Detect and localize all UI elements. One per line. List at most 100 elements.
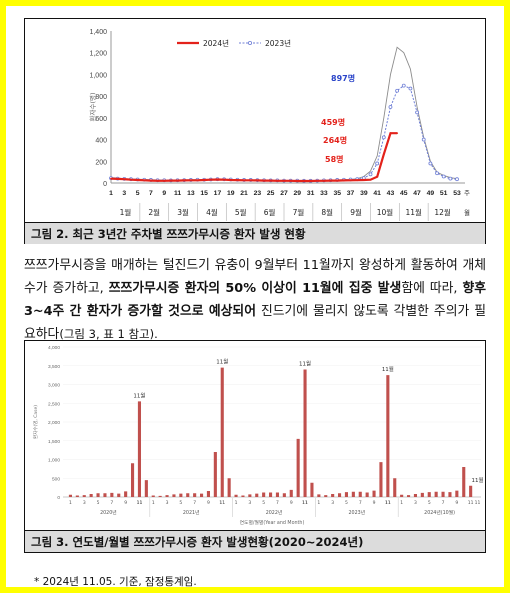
data-point [323, 179, 325, 182]
bar [310, 482, 314, 497]
year-label: 2021년 [183, 509, 200, 516]
x-tick-label: 41 [373, 190, 381, 197]
data-point [381, 135, 386, 140]
x-tick-label: 5 [345, 500, 348, 506]
bar [158, 495, 162, 497]
x-tick-label: 11 [385, 500, 391, 506]
x-tick-label: 3 [414, 500, 417, 506]
x-tick-label: 9 [124, 500, 127, 506]
x-tick-label: 33 [320, 190, 328, 197]
paragraph-text: 쯔쯔가무시증을 매개하는 털진드기 유충이 9월부터 11월까지 왕성하게 활동… [24, 258, 486, 296]
bar [124, 491, 128, 497]
bar [213, 452, 217, 497]
data-point [408, 86, 413, 91]
x-tick-label: 31 [307, 190, 315, 197]
x-tick-label: 5 [136, 190, 140, 197]
data-point [389, 132, 392, 135]
bar [296, 438, 300, 497]
annotation-label: 459명 [321, 117, 345, 127]
data-point [455, 177, 459, 182]
annotation-label: 264명 [323, 135, 347, 145]
paragraph-reference: (그림 3, 표 1 참고). [59, 327, 158, 341]
bar [406, 495, 411, 497]
data-point [196, 179, 199, 182]
x-tick-label: 9 [455, 500, 458, 506]
body-paragraph: 쯔쯔가무시증을 매개하는 털진드기 유충이 9월부터 11월까지 왕성하게 활동… [24, 254, 486, 346]
data-point [375, 161, 380, 166]
x-axis-unit-label: 월 [464, 208, 470, 217]
monthly-bar-chart: 0 500 1,000 1,500 2,000 2,500 3,000 3,500 4,000 환… [32, 345, 484, 526]
data-point [362, 179, 365, 181]
data-point [329, 179, 332, 182]
y-tick-label: 2,500 [48, 401, 60, 407]
x-tick-label: 49 [427, 190, 435, 197]
y-tick-label: 3,000 [48, 383, 60, 389]
x-tick-label: 3 [331, 500, 334, 506]
bar [462, 467, 466, 497]
x-tick-label: 11 [219, 500, 225, 506]
figure-weekly-chart: 0 200 400 600 800 1,000 1,200 1,400 환자수(명) 1 3 5 7 9 1… [24, 18, 486, 244]
bar [110, 492, 114, 497]
x-tick-label: 5 [179, 500, 182, 506]
x-tick-label: 7 [110, 500, 113, 506]
data-point [388, 105, 393, 109]
x-tick-label: 45 [400, 190, 408, 197]
data-point [441, 174, 446, 179]
bar [117, 493, 121, 497]
data-point [116, 177, 119, 180]
bar [179, 493, 183, 497]
bar [351, 491, 355, 497]
x-tick-label: 23 [254, 190, 262, 197]
month-label: 8월 [321, 207, 333, 217]
bar [324, 495, 328, 497]
paragraph-text: 진드기에 물리지 않도록 각별한 주의가 필요하다 [24, 304, 486, 342]
data-point [376, 175, 379, 178]
data-point [169, 179, 172, 182]
bar [400, 494, 404, 497]
series-line-2023년 [110, 85, 458, 182]
peak-label: 11월 [382, 365, 394, 373]
bar [172, 494, 176, 497]
x-tick-label: 7 [359, 500, 362, 506]
x-tick-label: 3 [83, 500, 86, 506]
bar [130, 463, 135, 497]
x-axis-label: 연도별/월별(Year and Month) [240, 519, 305, 526]
data-point [296, 180, 299, 182]
data-point [216, 178, 219, 181]
y-tick-label: 400 [95, 138, 107, 145]
bar [89, 494, 93, 497]
month-label: 11월 [406, 207, 423, 217]
data-point [243, 179, 245, 182]
annotation-label: 58명 [325, 154, 344, 164]
month-label: 9월 [350, 207, 362, 217]
data-point [156, 179, 159, 182]
bar [268, 492, 273, 497]
bar [303, 369, 307, 497]
bar [427, 492, 431, 497]
peak-label: 11월 [299, 360, 311, 368]
y-tick-label: 600 [95, 116, 107, 123]
x-tick-label: 5 [428, 500, 431, 506]
bar [331, 494, 335, 497]
x-tick-label: 37 [347, 190, 355, 197]
x-tick-label: 11 [219, 500, 225, 506]
bar [234, 494, 238, 497]
data-point [342, 179, 345, 182]
data-point [349, 179, 352, 182]
bar [455, 490, 459, 497]
bar [282, 493, 286, 497]
data-point [435, 171, 439, 176]
y-tick-label: 3,500 [48, 364, 60, 370]
bar [248, 494, 252, 497]
y-tick-label: 1,500 [48, 439, 60, 445]
data-point [276, 179, 279, 182]
y-axis-label: 환자수(명, Case) [32, 405, 39, 439]
x-tick-label: 29 [294, 190, 302, 197]
bar [75, 495, 79, 497]
bar [186, 493, 190, 497]
x-tick-label: 7 [193, 500, 196, 506]
y-tick-label: 2,000 [48, 420, 60, 426]
data-point [123, 178, 126, 181]
